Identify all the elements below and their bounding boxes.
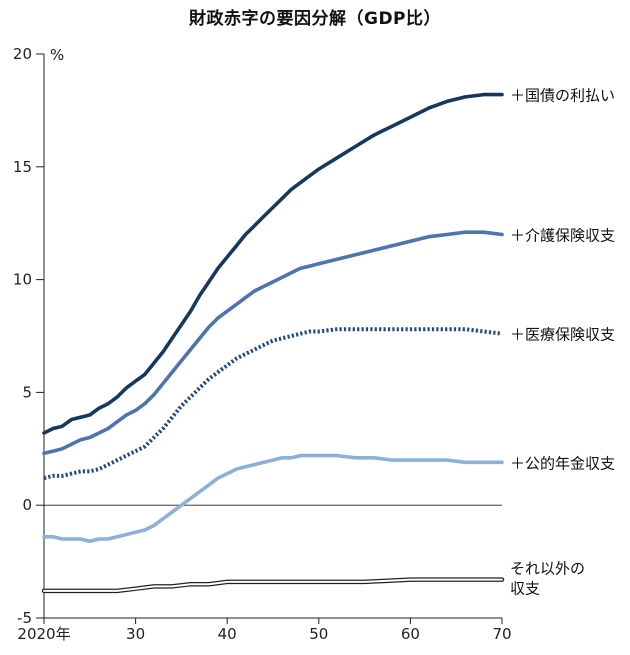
series-line-5	[43, 578, 503, 592]
series-line-4	[42, 453, 504, 544]
y-tick-label: 10	[13, 271, 32, 289]
series-line-1	[42, 92, 504, 435]
y-unit-label: %	[50, 46, 64, 64]
series-label-4: ＋公的年金収支	[510, 454, 615, 472]
x-tick-label: 60	[401, 625, 420, 643]
series-line-3	[43, 327, 503, 481]
series-label-5: 収支	[510, 580, 540, 598]
y-tick-label: -5	[17, 609, 32, 627]
y-tick-label: 20	[13, 45, 32, 63]
series-label-3: ＋医療保険収支	[510, 326, 615, 344]
y-tick-label: 0	[22, 496, 32, 514]
x-tick-label: 30	[126, 625, 145, 643]
series-label-5: それ以外の	[510, 560, 585, 578]
y-tick-label: 15	[13, 158, 32, 176]
series-label-2: ＋介護保険収支	[510, 226, 615, 244]
x-tick-label: 40	[218, 625, 237, 643]
series-label-1: ＋国債の利払い	[510, 87, 615, 105]
x-tick-label: 50	[309, 625, 328, 643]
chart-title: 財政赤字の要因分解（GDP比）	[188, 9, 442, 29]
x-tick-label: 2020年	[17, 625, 70, 643]
x-tick-label: 70	[492, 625, 511, 643]
y-tick-label: 5	[22, 383, 32, 401]
series-line-2	[42, 230, 504, 456]
